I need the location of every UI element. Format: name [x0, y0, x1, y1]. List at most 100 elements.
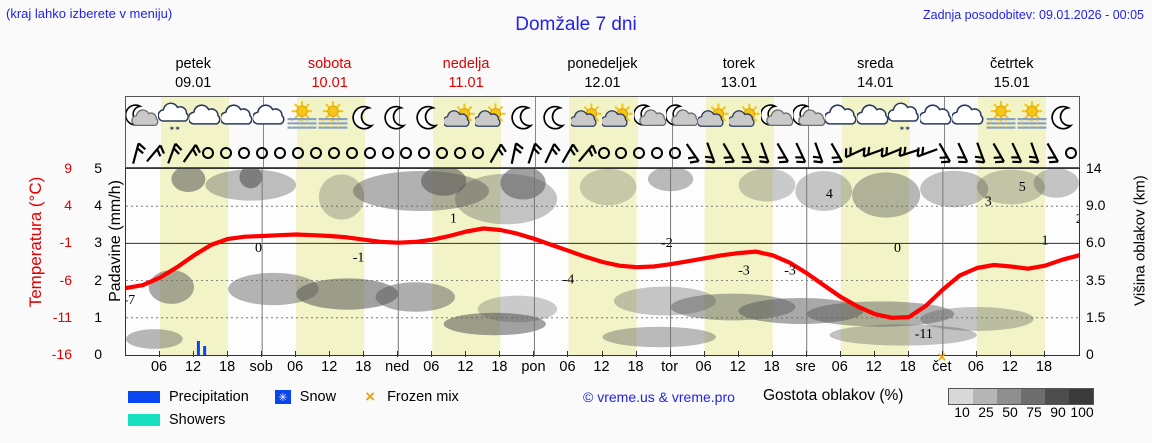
time-label-11: pon: [521, 359, 546, 375]
time-tick-2: [227, 351, 229, 357]
temperature-point-label-2: -1: [353, 250, 365, 265]
precipitation-tick-5: 0: [94, 346, 102, 362]
weather-icon-cloud: [855, 99, 891, 137]
time-label-4: 06: [287, 359, 304, 375]
temperature-tick-5: -16: [51, 346, 72, 362]
weather-icon-cloud: [950, 99, 986, 137]
wind-calm-icon: [662, 140, 688, 166]
weather-icon-sun-cloud: [473, 99, 509, 137]
time-axis: 06 12 18 sob 06 12 18 ned 06 12 18 pon 06 12 18 tor 06 12…: [125, 349, 1080, 379]
temperature-point-label-1: 0: [255, 241, 262, 256]
density-value-4: 90: [1050, 404, 1066, 420]
day-date: 14.01: [857, 75, 894, 91]
weather-icon-cloud-snow: ✷✷: [157, 99, 192, 137]
copyright-link[interactable]: © vreme.us & vreme.pro: [583, 389, 735, 405]
density-swatch-1: [973, 389, 997, 404]
weather-icon-moon-cloud: [664, 99, 700, 137]
time-tick-8: [431, 351, 433, 357]
temperature-point-label-9: 4: [826, 187, 833, 202]
day-name: torek: [722, 56, 756, 72]
wind-barb-icon: [734, 140, 760, 166]
time-tick-24: [975, 351, 977, 357]
day-header-4: torek 13.01: [671, 55, 807, 95]
precipitation-bar: [203, 346, 207, 355]
time-tick-10: [499, 351, 501, 357]
cloud-density-scale-labels: 10 25 50 75 90 100: [938, 404, 1106, 422]
cloud-height-axis-title: Višina oblakov (km): [1131, 175, 1149, 306]
weather-icon-sun-haze: [1015, 99, 1049, 137]
weather-icon-cloud: [219, 99, 255, 137]
time-tick-3: [261, 351, 263, 357]
wind-barb-icon: [950, 140, 976, 166]
time-label-16: 06: [695, 359, 712, 375]
cloud-tick-1: 9.0: [1086, 197, 1106, 214]
time-tick-0: [159, 351, 161, 357]
time-tick-25: [1009, 351, 1011, 357]
cloud-tick-2: 6.0: [1086, 234, 1106, 251]
temperature-point-label-14: 2: [1076, 212, 1079, 227]
day-name: petek: [175, 56, 211, 72]
wind-barb-icon: [824, 140, 850, 166]
weather-icon-sun-cloud: [441, 99, 478, 137]
time-label-3: sob: [249, 359, 273, 375]
time-tick-15: [669, 351, 671, 357]
cloud-density-blob-15: [1033, 169, 1079, 198]
weather-icon-sun-haze: [285, 99, 319, 137]
cloud-density-blob-16: [148, 270, 195, 304]
weather-icon-sun-haze: [984, 99, 1018, 137]
day-name: sobota: [307, 56, 352, 72]
cloud-density-blob-14: [976, 169, 1045, 205]
time-label-24: 06: [967, 359, 984, 375]
wind-barb-icon: [932, 140, 958, 166]
density-swatch-5: [1069, 389, 1093, 404]
time-tick-18: [771, 351, 773, 357]
precipitation-tick-1: 4: [94, 197, 102, 214]
wind-barb-icon: [141, 140, 167, 166]
temperature-tick-2: -1: [59, 234, 72, 251]
wind-barb-icon: [860, 140, 886, 166]
time-label-19: sre: [795, 359, 816, 375]
cloud-tick-4: 1.5: [1086, 308, 1106, 325]
time-label-23: čet: [932, 359, 952, 375]
time-tick-19: [805, 351, 807, 357]
time-tick-9: [465, 351, 467, 357]
density-value-5: 100: [1070, 404, 1094, 420]
weather-icon-cloud: [188, 99, 223, 137]
day-header-0: petek 09.01: [125, 55, 261, 95]
day-date: 10.01: [311, 75, 348, 91]
weather-icon-moon: [412, 99, 446, 137]
wind-calm-icon: [447, 140, 473, 166]
temperature-point-label-3: 1: [450, 212, 457, 227]
cloud-density-colorbar: [948, 388, 1094, 405]
cloud-density-blob-21: [613, 286, 716, 316]
time-tick-21: [873, 351, 875, 357]
legend-frozen-mix: × Frozen mix: [362, 388, 459, 405]
precipitation-tick-0: 5: [94, 160, 102, 176]
temperature-point-label-13: 5: [1019, 180, 1026, 195]
cloud-density-blob-10: [738, 169, 796, 202]
svg-text:✷✷: ✷✷: [169, 125, 181, 133]
legend-showers: Showers: [128, 412, 225, 428]
cloud-density-blob-0: [171, 169, 206, 192]
cloud-density-blob-27: [126, 329, 183, 349]
time-label-10: 18: [491, 359, 508, 375]
time-tick-23: [941, 351, 943, 357]
daylight-shade-1: [297, 140, 366, 167]
time-label-2: 18: [219, 359, 236, 375]
wind-calm-icon: [1058, 140, 1084, 166]
legend-snow-label: Snow: [299, 389, 337, 405]
time-tick-17: [737, 351, 739, 357]
weather-icon-moon-cloud: [760, 99, 795, 137]
weather-icon-band: ✷✷: [124, 96, 1080, 140]
time-label-17: 12: [729, 359, 746, 375]
time-tick-26: [1043, 351, 1045, 357]
wind-barb-icon: [698, 140, 724, 166]
day-divider-1: [263, 140, 265, 167]
wind-barb-icon: [680, 140, 706, 166]
time-tick-7: [397, 351, 399, 357]
time-label-8: 06: [423, 359, 440, 375]
density-swatch-0: [949, 389, 973, 404]
day-divider-3: [535, 97, 537, 140]
wind-barb-icon: [752, 140, 778, 166]
density-value-1: 25: [978, 404, 994, 420]
